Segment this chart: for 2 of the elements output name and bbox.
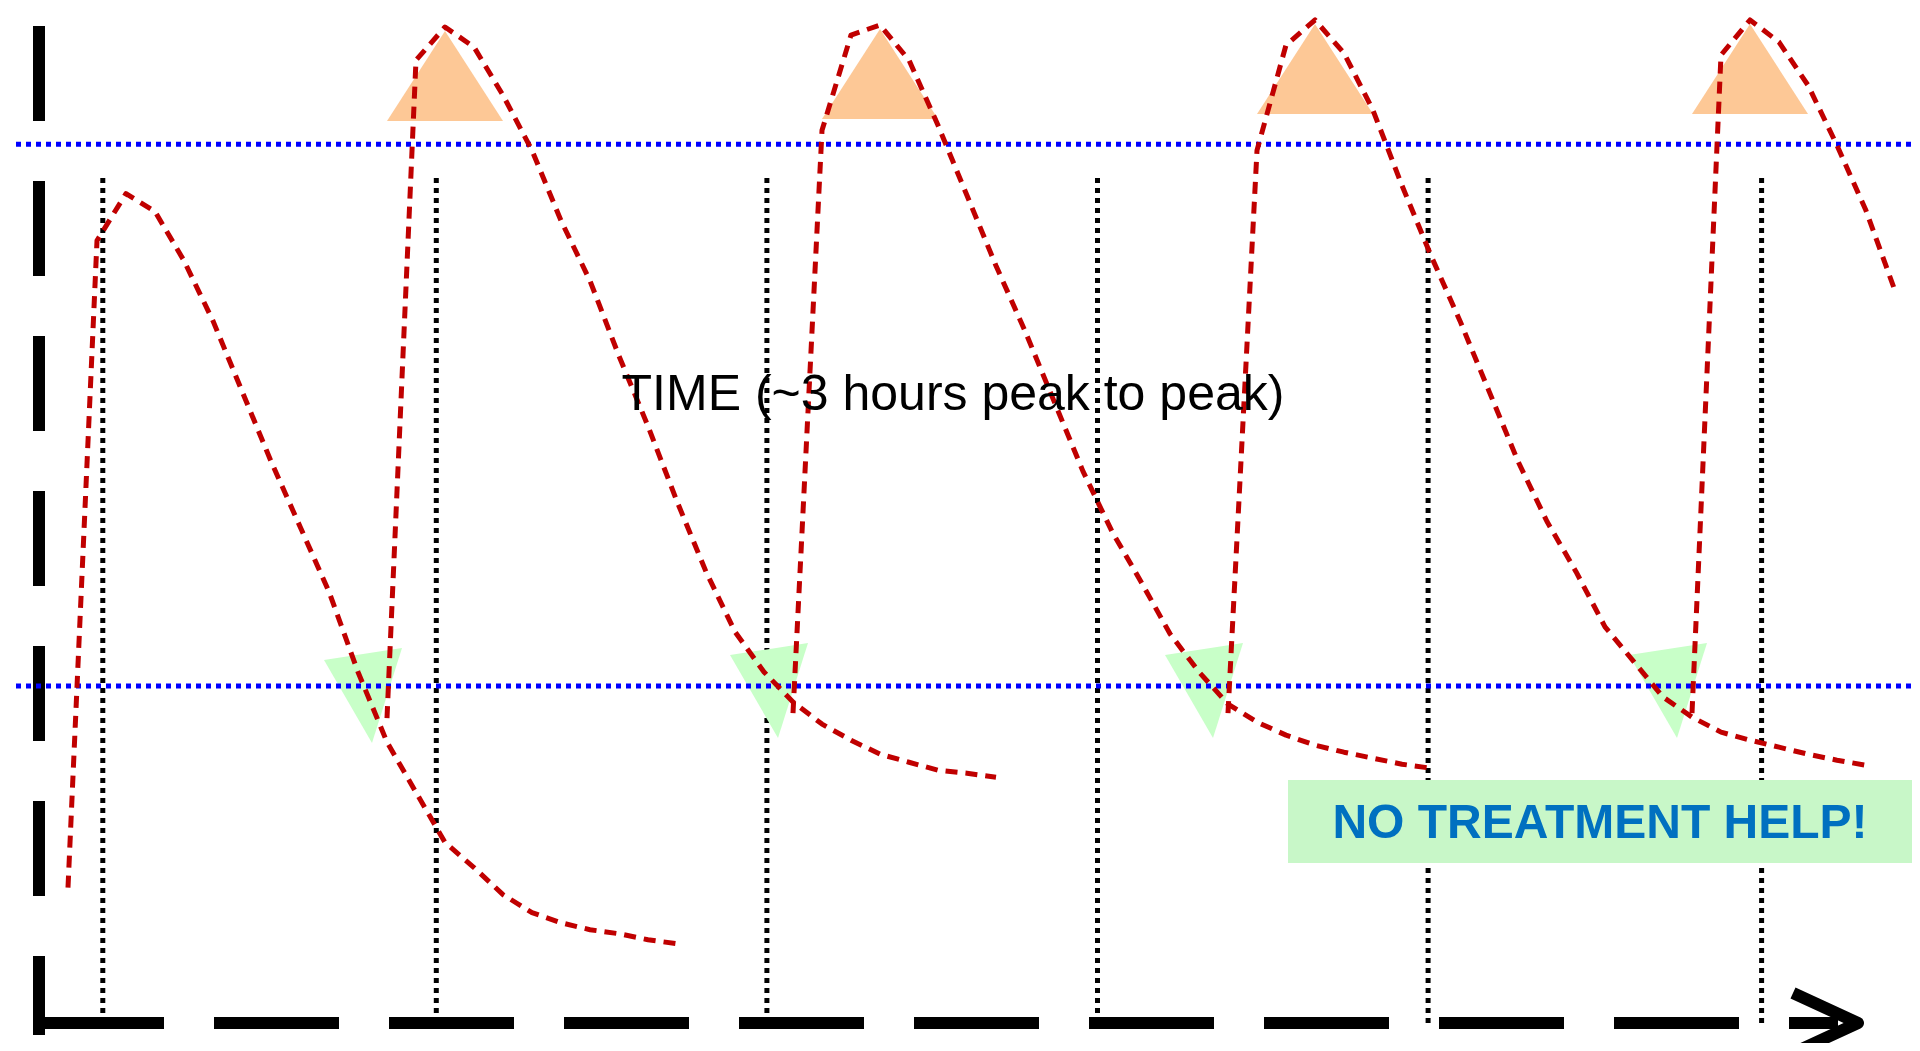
annotation: TIME (~3 hours peak to peak) <box>621 365 1285 421</box>
annotation: NO TREATMENT HELP! <box>1332 795 1868 848</box>
